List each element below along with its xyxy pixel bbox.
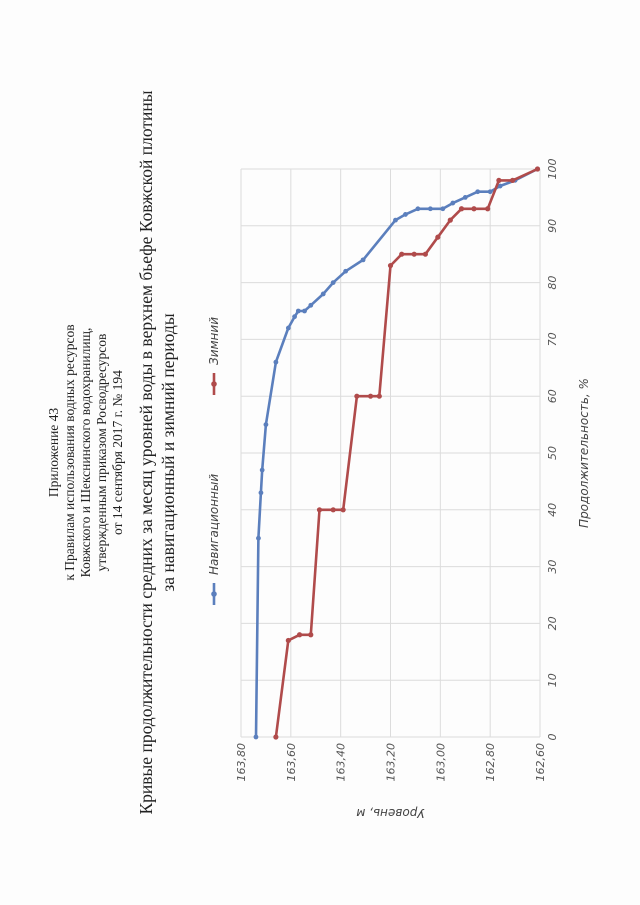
series-1-point-0 (273, 734, 279, 740)
y-tick-label-4: 163,40 (335, 743, 348, 782)
x-axis-label: Продолжительность, % (577, 378, 591, 528)
series-1-point-17 (471, 206, 477, 212)
series-0-point-16 (403, 212, 408, 217)
legend-swatch-marker-1 (211, 381, 217, 387)
series-0-point-5 (273, 359, 279, 365)
y-tick-label-3: 163,20 (385, 743, 398, 782)
y-tick-label-1: 162,80 (484, 743, 497, 782)
y-tick-label-6: 163,80 (235, 743, 248, 782)
x-tick-label-2: 20 (546, 616, 559, 630)
x-tick-label-10: 100 (546, 159, 559, 180)
series-1-point-21 (534, 166, 541, 172)
series-0-point-22 (475, 189, 481, 195)
series-1-point-16 (458, 206, 465, 212)
legend-label-0: Навигационный (207, 474, 221, 575)
series-1-point-11 (399, 251, 405, 257)
series-1-point-5 (330, 507, 336, 513)
series-0-point-21 (462, 195, 468, 200)
series-1-point-20 (509, 177, 516, 183)
series-0-point-20 (450, 200, 456, 206)
series-0-point-3 (259, 467, 265, 473)
series-1-point-6 (340, 507, 346, 513)
series-0-point-7 (292, 314, 297, 320)
legend-swatch-marker-0 (211, 591, 217, 597)
legend-label-1: Зимний (207, 317, 221, 365)
series-1-point-13 (422, 251, 428, 257)
series-1-point-10 (387, 262, 394, 269)
x-tick-label-1: 10 (546, 673, 559, 687)
series-1-point-4 (316, 507, 323, 513)
series-0-point-14 (360, 257, 366, 263)
series-line-1 (274, 167, 539, 738)
series-1-point-1 (285, 637, 291, 644)
series-0-point-8 (295, 308, 301, 314)
series-0-point-18 (427, 206, 433, 212)
series-0-point-17 (415, 206, 421, 212)
x-tick-label-5: 50 (546, 446, 559, 460)
x-tick-label-9: 90 (546, 219, 559, 233)
series-0-point-4 (263, 422, 269, 427)
series-0-point-12 (330, 280, 336, 285)
series-0-point-1 (256, 535, 261, 541)
series-0-point-13 (343, 268, 349, 274)
series-0-point-2 (258, 490, 264, 496)
series-1-point-15 (447, 217, 453, 223)
series-1-point-7 (354, 393, 360, 399)
x-tick-label-8: 80 (546, 276, 559, 290)
x-tick-label-6: 60 (546, 389, 559, 403)
x-tick-label-0: 0 (546, 734, 559, 741)
series-0-point-11 (320, 291, 326, 297)
y-tick-label-0: 162,60 (534, 743, 547, 782)
series-0-point-15 (393, 217, 398, 223)
series-0-point-19 (440, 206, 446, 212)
series-1-point-12 (411, 251, 417, 257)
x-tick-label-3: 30 (546, 560, 559, 574)
series-1-point-8 (367, 393, 374, 399)
series-1-point-3 (308, 632, 314, 638)
series-0-point-10 (308, 302, 314, 308)
series-0-point-6 (285, 325, 291, 331)
series-0-point-9 (302, 308, 307, 314)
x-tick-label-4: 40 (546, 503, 559, 517)
y-axis-label: Уровень, м (356, 806, 424, 820)
series-1-point-19 (496, 177, 502, 183)
series-0-point-24 (497, 183, 503, 189)
series-1-point-9 (376, 393, 382, 399)
x-tick-label-7: 70 (546, 332, 559, 346)
y-tick-label-2: 163,00 (434, 743, 447, 782)
series-1-point-18 (485, 206, 491, 212)
series-0-point-23 (487, 189, 493, 195)
series-1-point-2 (296, 632, 303, 638)
y-tick-label-5: 163,60 (285, 743, 298, 782)
series-0-point-0 (253, 734, 259, 740)
series-1-point-14 (435, 234, 441, 240)
